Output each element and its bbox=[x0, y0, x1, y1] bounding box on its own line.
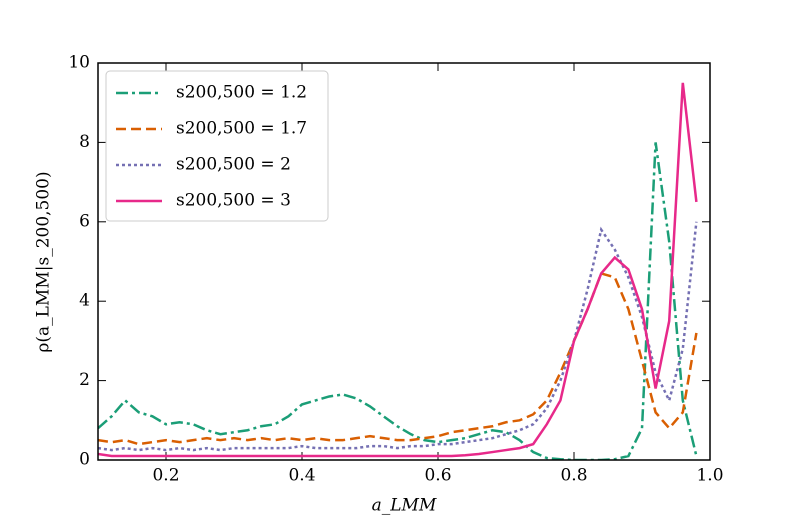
data-line bbox=[98, 82, 698, 458]
x-tick-label: 0.6 bbox=[424, 466, 451, 486]
y-tick-label: 10 bbox=[68, 53, 90, 73]
data-line bbox=[98, 271, 698, 446]
y-tick-label: 4 bbox=[79, 291, 90, 311]
legend-label: s200,500 = 2 bbox=[176, 155, 291, 175]
y-tick-label: 8 bbox=[79, 132, 90, 152]
x-tick-label: 0.2 bbox=[152, 466, 179, 486]
x-tick-label: 1.0 bbox=[696, 466, 723, 486]
y-axis-label: ρ(a_LMM|s_200,500) bbox=[34, 171, 54, 352]
y-tick-label: 0 bbox=[79, 450, 90, 470]
data-line bbox=[98, 221, 698, 452]
legend-label: s200,500 = 1.7 bbox=[176, 119, 307, 139]
x-tick-label: 0.8 bbox=[560, 466, 587, 486]
y-tick-label: 6 bbox=[79, 211, 90, 231]
x-tick-label: 0.4 bbox=[288, 466, 315, 486]
data-line bbox=[98, 142, 698, 460]
legend-label: s200,500 = 3 bbox=[176, 191, 291, 211]
legend-label: s200,500 = 1.2 bbox=[176, 83, 307, 103]
plot-frame bbox=[97, 62, 711, 461]
x-axis-label: a_LMM bbox=[372, 496, 437, 516]
legend-box bbox=[105, 70, 329, 222]
y-tick-label: 2 bbox=[79, 370, 90, 390]
